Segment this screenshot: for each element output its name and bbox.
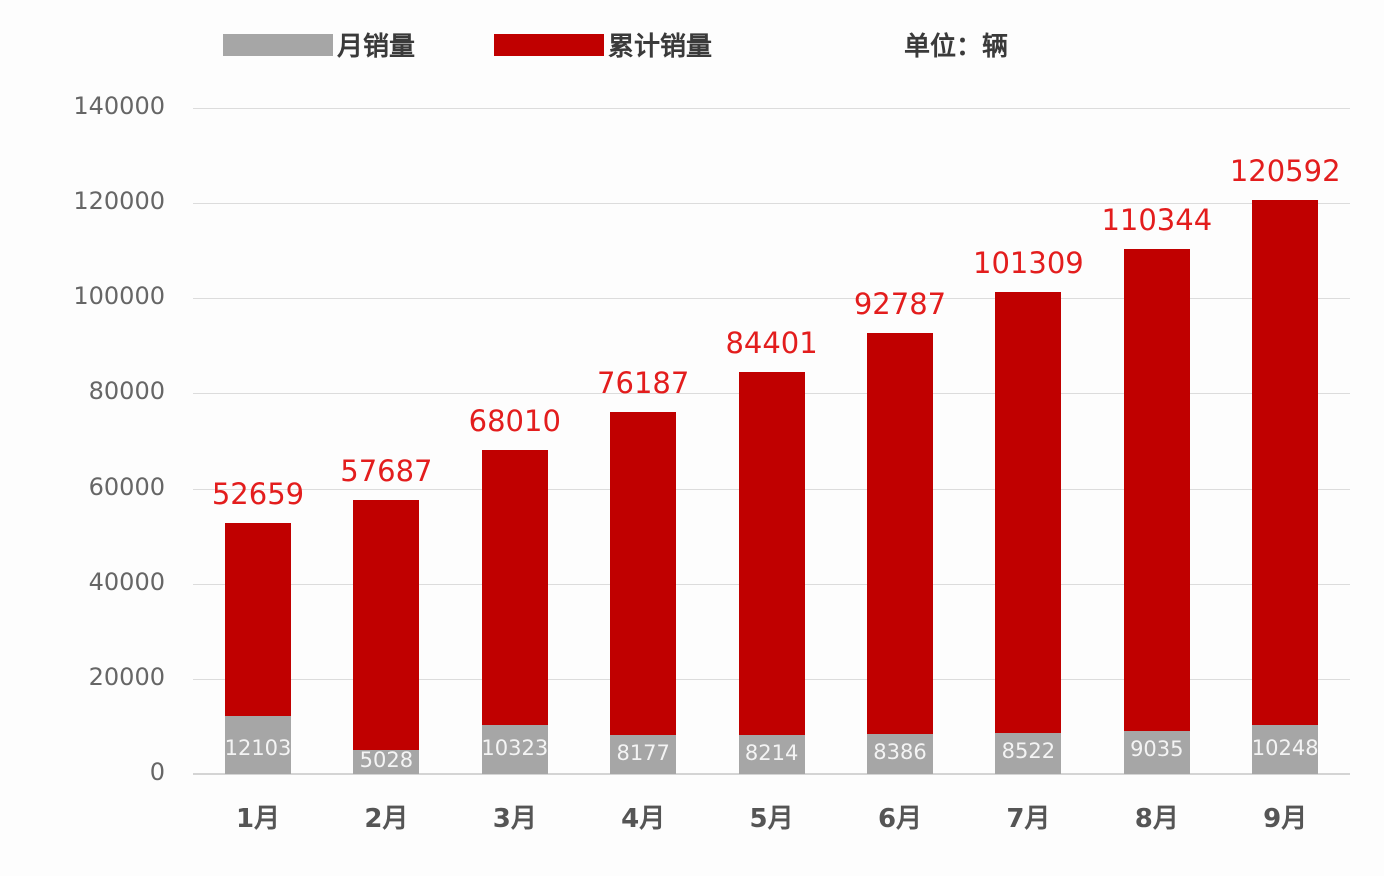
bar-monthly bbox=[225, 716, 291, 774]
y-tick-label: 20000 bbox=[88, 662, 165, 691]
monthly-value-label: 5028 bbox=[359, 748, 414, 772]
monthly-value-label: 8386 bbox=[873, 740, 927, 765]
cumulative-value-label: 68010 bbox=[468, 404, 561, 439]
x-axis-line bbox=[193, 773, 1350, 775]
y-tick-label: 100000 bbox=[73, 282, 165, 311]
gridline bbox=[193, 298, 1350, 300]
bar-cumulative bbox=[481, 450, 548, 774]
x-tick-label: 4月 bbox=[621, 804, 666, 834]
monthly-value-label: 8214 bbox=[744, 740, 799, 765]
bar-monthly bbox=[995, 733, 1062, 774]
x-tick-label: 3月 bbox=[492, 804, 537, 834]
cumulative-value-label: 76187 bbox=[597, 365, 690, 400]
cumulative-swatch bbox=[494, 33, 604, 56]
bar-monthly bbox=[353, 750, 420, 774]
cumulative-value-label: 110344 bbox=[1101, 203, 1213, 238]
bar-monthly bbox=[1123, 731, 1190, 774]
x-tick-label: 2月 bbox=[364, 804, 409, 834]
cumulative-value-label: 101309 bbox=[973, 246, 1084, 281]
y-tick-label: 60000 bbox=[88, 472, 165, 501]
cumulative-value-label: 84401 bbox=[725, 326, 818, 361]
x-tick-label: 6月 bbox=[877, 804, 923, 834]
monthly-value-label: 8522 bbox=[1001, 739, 1056, 764]
bar-cumulative bbox=[1123, 249, 1190, 774]
bar-cumulative bbox=[995, 292, 1062, 774]
cumulative-value-label: 92787 bbox=[853, 286, 947, 321]
x-tick-label: 7月 bbox=[1006, 804, 1051, 834]
unit-label: 单位：辆 bbox=[904, 32, 1009, 62]
bar-monthly bbox=[610, 735, 677, 774]
monthly-value-label: 9035 bbox=[1130, 737, 1184, 762]
monthly-swatch bbox=[223, 33, 333, 56]
bar-monthly bbox=[738, 734, 805, 774]
bar-cumulative bbox=[610, 411, 677, 774]
bar-cumulative bbox=[353, 499, 420, 774]
legend-item-cumulative: 累计销量 bbox=[494, 26, 712, 63]
monthly-value-label: 10323 bbox=[481, 736, 549, 760]
cumulative-value-label: 120592 bbox=[1229, 154, 1341, 189]
cumulative-value-label: 52659 bbox=[211, 477, 305, 512]
y-tick-label: 80000 bbox=[88, 377, 165, 406]
monthly-value-label: 12103 bbox=[224, 736, 292, 760]
legend-label-cumulative: 累计销量 bbox=[608, 32, 713, 62]
gridline bbox=[193, 108, 1350, 109]
y-tick-label: 120000 bbox=[73, 187, 165, 216]
legend-label-monthly: 月销量 bbox=[337, 32, 416, 62]
legend: 月销量 累计销量 bbox=[0, 26, 1384, 62]
x-tick-label: 1月 bbox=[235, 804, 281, 834]
bar-monthly bbox=[481, 724, 548, 774]
y-tick-label: 140000 bbox=[73, 92, 165, 120]
x-tick-label: 8月 bbox=[1134, 804, 1179, 834]
x-tick-label: 9月 bbox=[1263, 804, 1308, 834]
bar-cumulative bbox=[738, 372, 805, 774]
bar-monthly bbox=[1252, 725, 1319, 774]
legend-item-monthly: 月销量 bbox=[223, 26, 415, 63]
bar-cumulative bbox=[867, 332, 933, 774]
y-tick-label: 40000 bbox=[88, 567, 165, 596]
bar-monthly bbox=[867, 734, 933, 774]
bar-cumulative bbox=[1252, 200, 1319, 774]
y-tick-label: 0 bbox=[149, 758, 165, 786]
x-tick-label: 5月 bbox=[749, 804, 794, 834]
monthly-value-label: 10248 bbox=[1251, 736, 1319, 760]
monthly-value-label: 8177 bbox=[616, 741, 670, 766]
cumulative-value-label: 57687 bbox=[340, 453, 433, 488]
gridline bbox=[193, 203, 1350, 205]
